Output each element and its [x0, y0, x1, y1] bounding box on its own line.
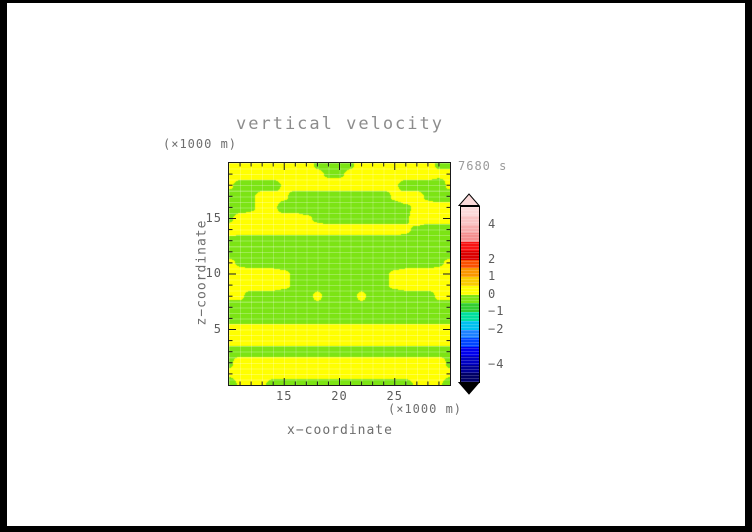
colorbar-tick-label: 0 — [488, 286, 497, 301]
colorbar-tick-label: −1 — [488, 304, 505, 318]
contour-field-canvas — [229, 163, 450, 385]
colorbar-segment — [461, 320, 479, 330]
colorbar-segment — [461, 329, 479, 339]
colorbar-segment — [461, 224, 479, 234]
colorbar — [460, 206, 480, 383]
colorbar-tick-label: 1 — [488, 269, 497, 283]
colorbar-segment — [461, 364, 479, 374]
colorbar-segment — [461, 233, 479, 242]
z-tick-label: 15 — [205, 210, 222, 225]
colorbar-segment — [461, 268, 479, 277]
frame-border-left — [0, 0, 7, 532]
x-tick-label: 15 — [276, 389, 293, 403]
colorbar-segment — [461, 338, 479, 347]
contour-plot-area — [228, 162, 451, 386]
colorbar-under-arrow-icon — [458, 382, 480, 395]
colorbar-segment — [461, 215, 479, 225]
colorbar-segment — [461, 303, 479, 312]
colorbar-segment — [461, 207, 479, 216]
colorbar-segment — [461, 242, 479, 251]
z-tick-label: 5 — [213, 321, 222, 336]
colorbar-segment — [461, 250, 479, 260]
plot-title: vertical velocity — [236, 114, 444, 134]
x-axis-unit-label: (×1000 m) — [388, 402, 463, 416]
colorbar-over-arrow-icon — [458, 193, 480, 206]
frame-border-top — [0, 0, 752, 3]
colorbar-tick-label: −4 — [488, 356, 505, 371]
x-axis-title: x−coordinate — [287, 423, 393, 438]
z-tick-label: 10 — [205, 266, 222, 280]
colorbar-segment — [461, 285, 479, 295]
time-stamp-label: 7680 s — [458, 159, 508, 173]
frame-border-right — [745, 0, 752, 532]
colorbar-segment — [461, 294, 479, 304]
colorbar-segment — [461, 312, 479, 321]
colorbar-segment — [461, 355, 479, 365]
colorbar-segment — [461, 277, 479, 286]
x-tick-label: 25 — [386, 389, 403, 403]
x-tick-label: 20 — [331, 389, 348, 403]
colorbar-segment — [461, 373, 479, 382]
colorbar-segment — [461, 347, 479, 356]
colorbar-tick-label: 4 — [488, 216, 497, 231]
frame-border-bottom — [0, 526, 752, 532]
colorbar-tick-label: −2 — [488, 321, 505, 336]
z-axis-unit-label: (×1000 m) — [163, 137, 238, 151]
colorbar-tick-label: 2 — [488, 251, 497, 266]
colorbar-segment — [461, 259, 479, 269]
